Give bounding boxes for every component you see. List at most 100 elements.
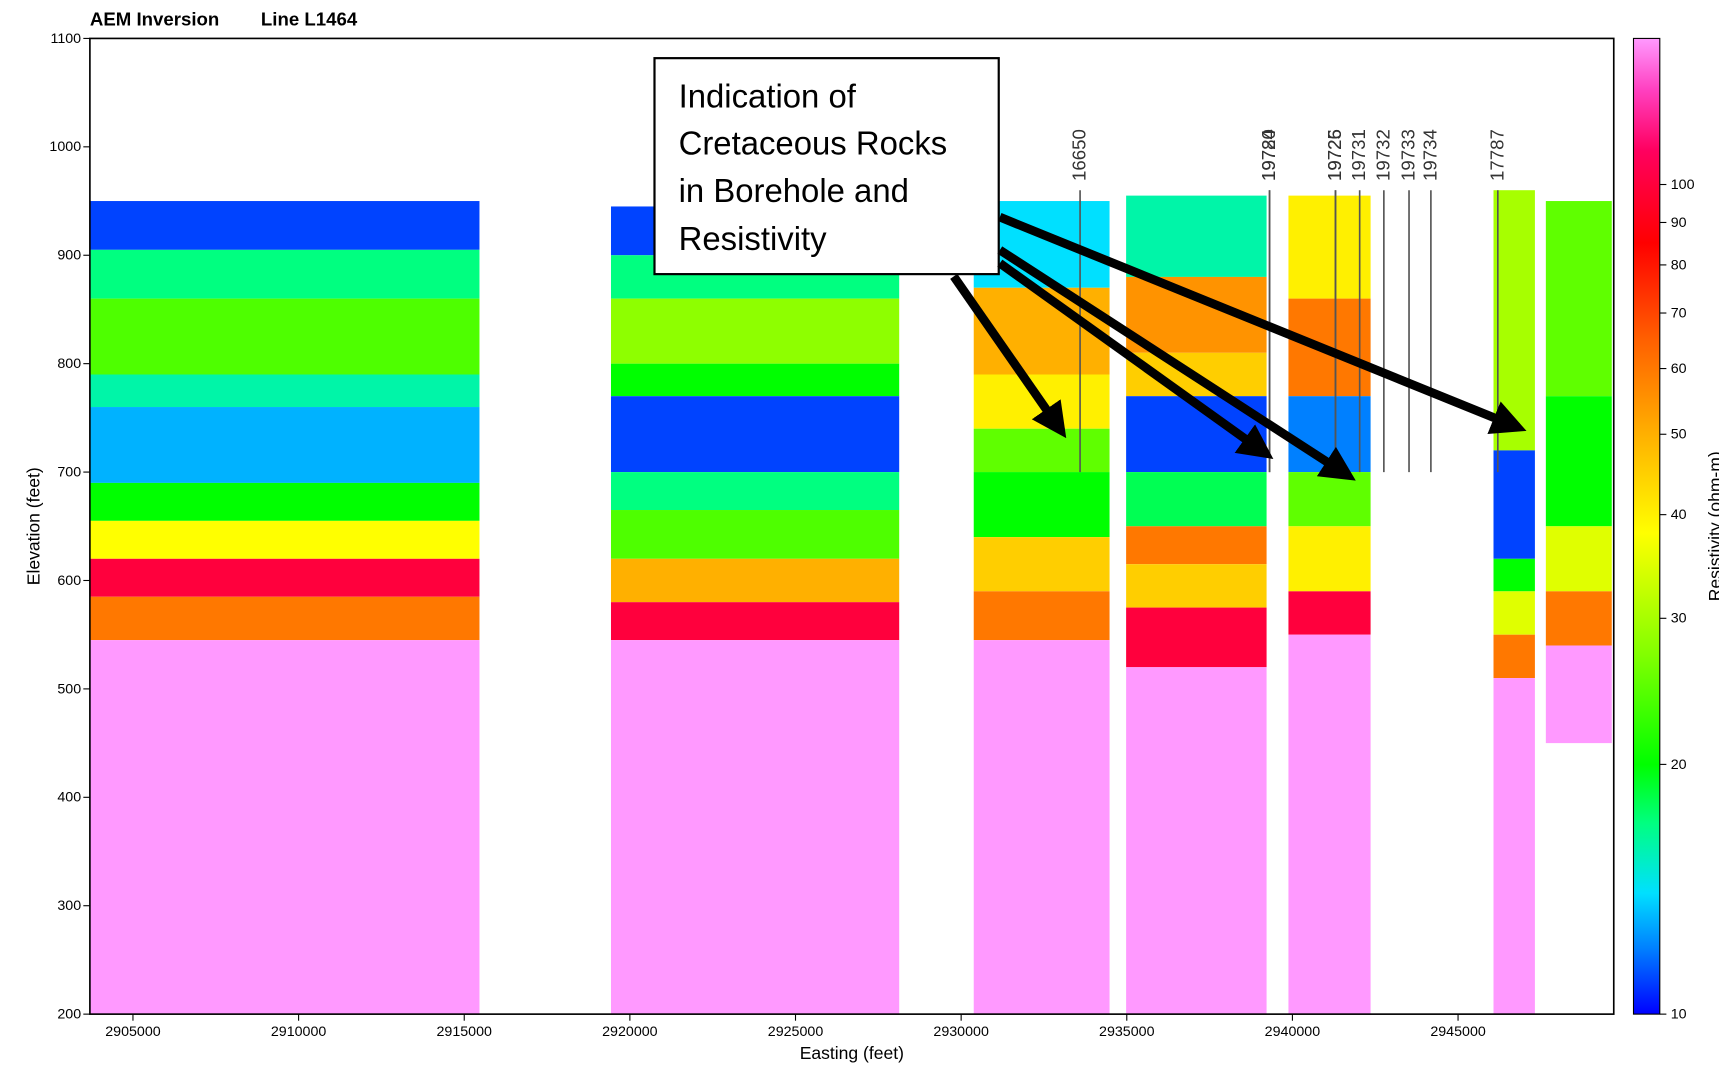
x-tick-label: 2920000 bbox=[602, 1024, 658, 1040]
y-tick-label: 200 bbox=[57, 1007, 81, 1023]
resistivity-layer bbox=[1288, 634, 1371, 1015]
y-tick-label: 1000 bbox=[49, 139, 81, 155]
resistivity-layer bbox=[973, 472, 1110, 538]
resistivity-layer bbox=[1126, 526, 1267, 565]
borehole-label: 19733 bbox=[1398, 129, 1419, 181]
resistivity-layer bbox=[1545, 591, 1612, 646]
borehole-label: 16650 bbox=[1069, 129, 1090, 181]
y-tick-label: 500 bbox=[57, 681, 81, 697]
resistivity-layer bbox=[1545, 396, 1612, 527]
resistivity-layer bbox=[1545, 201, 1612, 397]
y-tick-label: 800 bbox=[57, 356, 81, 372]
colorbar-tick-label: 100 bbox=[1671, 177, 1695, 193]
y-tick-label: 1100 bbox=[50, 31, 81, 47]
resistivity-layer bbox=[1493, 591, 1535, 635]
resistivity-layer bbox=[90, 640, 480, 1015]
resistivity-layer bbox=[610, 558, 900, 603]
annotation-text: Indication of bbox=[679, 77, 857, 114]
resistivity-layer bbox=[90, 374, 480, 408]
borehole-label: 19780 bbox=[1258, 129, 1279, 181]
colorbar-tick-label: 60 bbox=[1671, 361, 1687, 377]
resistivity-layer bbox=[1493, 450, 1535, 559]
x-tick-label: 2915000 bbox=[436, 1024, 492, 1040]
resistivity-layer bbox=[90, 298, 480, 375]
borehole-label: 19734 bbox=[1419, 129, 1440, 181]
y-tick-label: 600 bbox=[57, 573, 81, 589]
colorbar-tick-label: 20 bbox=[1671, 757, 1687, 773]
colorbar-tick-label: 90 bbox=[1671, 215, 1687, 231]
arrow bbox=[998, 213, 1527, 434]
resistivity-layer bbox=[1126, 472, 1267, 527]
resistivity-layer bbox=[90, 596, 480, 641]
y-tick-label: 300 bbox=[57, 898, 81, 914]
resistivity-layer bbox=[1288, 591, 1371, 635]
colorbar bbox=[1632, 37, 1661, 1015]
resistivity-layer bbox=[90, 249, 480, 299]
resistivity-layer bbox=[90, 520, 480, 559]
chart-title: AEM Inversion bbox=[90, 8, 219, 29]
colorbar-tick-label: 80 bbox=[1671, 257, 1687, 273]
x-tick-label: 2940000 bbox=[1265, 1024, 1321, 1040]
arrow bbox=[997, 259, 1274, 460]
resistivity-layer bbox=[1126, 607, 1267, 668]
colorbar-tick-label: 10 bbox=[1671, 1007, 1687, 1023]
resistivity-layer bbox=[610, 363, 900, 397]
x-axis-title: Easting (feet) bbox=[800, 1043, 904, 1063]
resistivity-layer bbox=[90, 482, 480, 521]
annotation-text: Cretaceous Rocks bbox=[679, 125, 948, 162]
x-tick-label: 2945000 bbox=[1430, 1024, 1486, 1040]
resistivity-layer bbox=[90, 201, 480, 250]
y-tick-label: 400 bbox=[57, 790, 81, 806]
resistivity-layer bbox=[1493, 558, 1535, 592]
borehole-label: 17787 bbox=[1486, 129, 1507, 181]
resistivity-layer bbox=[973, 537, 1110, 592]
colorbar-tick-label: 50 bbox=[1671, 427, 1687, 443]
resistivity-layer bbox=[973, 591, 1110, 641]
resistivity-layer bbox=[973, 640, 1110, 1015]
x-tick-label: 2935000 bbox=[1099, 1024, 1155, 1040]
resistivity-layer bbox=[1493, 190, 1535, 451]
borehole-label: 19732 bbox=[1372, 129, 1393, 181]
borehole-label: 19726 bbox=[1324, 129, 1345, 181]
colorbar-tick-label: 40 bbox=[1671, 507, 1687, 523]
resistivity-layer bbox=[610, 510, 900, 559]
x-tick-label: 2930000 bbox=[933, 1024, 989, 1040]
colorbar-label: Resistivity (ohm-m) bbox=[1705, 451, 1719, 601]
y-tick-label: 700 bbox=[57, 464, 81, 480]
resistivity-layer bbox=[1493, 678, 1535, 1015]
resistivity-layer bbox=[1288, 195, 1371, 299]
resistivity-layer bbox=[1288, 526, 1371, 592]
chart-subtitle: Line L1464 bbox=[261, 8, 358, 29]
resistivity-layer bbox=[610, 602, 900, 641]
colorbar-tick-label: 30 bbox=[1671, 611, 1687, 627]
colorbar-tick-label: 70 bbox=[1671, 305, 1687, 321]
resistivity-layer bbox=[1126, 564, 1267, 608]
resistivity-layer bbox=[610, 298, 900, 364]
resistivity-layer bbox=[1545, 526, 1612, 592]
resistivity-layer bbox=[1288, 472, 1371, 527]
resistivity-layer bbox=[973, 428, 1110, 473]
resistivity-layer bbox=[1126, 667, 1267, 1015]
annotation-text: Resistivity bbox=[679, 220, 828, 257]
resistivity-layer bbox=[610, 640, 900, 1015]
resistivity-layer bbox=[90, 558, 480, 597]
resistivity-layer bbox=[610, 396, 900, 473]
borehole-label: 19724 bbox=[1258, 129, 1279, 181]
borehole-label: 19731 bbox=[1348, 129, 1369, 181]
y-tick-label: 900 bbox=[57, 248, 81, 264]
overlay: Indication of Cretaceous Rocks in Boreho… bbox=[653, 57, 1527, 481]
resistivity-layer bbox=[1493, 634, 1535, 679]
resistivity-layer bbox=[90, 407, 480, 483]
plot-frame bbox=[89, 37, 1615, 1015]
borehole-label: 19725 bbox=[1324, 129, 1345, 181]
arrow bbox=[950, 273, 1067, 439]
x-tick-label: 2905000 bbox=[105, 1024, 161, 1040]
arrow bbox=[997, 246, 1356, 481]
annotation-box bbox=[653, 57, 1000, 276]
resistivity-layer bbox=[1545, 645, 1612, 744]
resistivity-layer bbox=[610, 472, 900, 511]
resistivity-layer bbox=[1126, 195, 1267, 277]
